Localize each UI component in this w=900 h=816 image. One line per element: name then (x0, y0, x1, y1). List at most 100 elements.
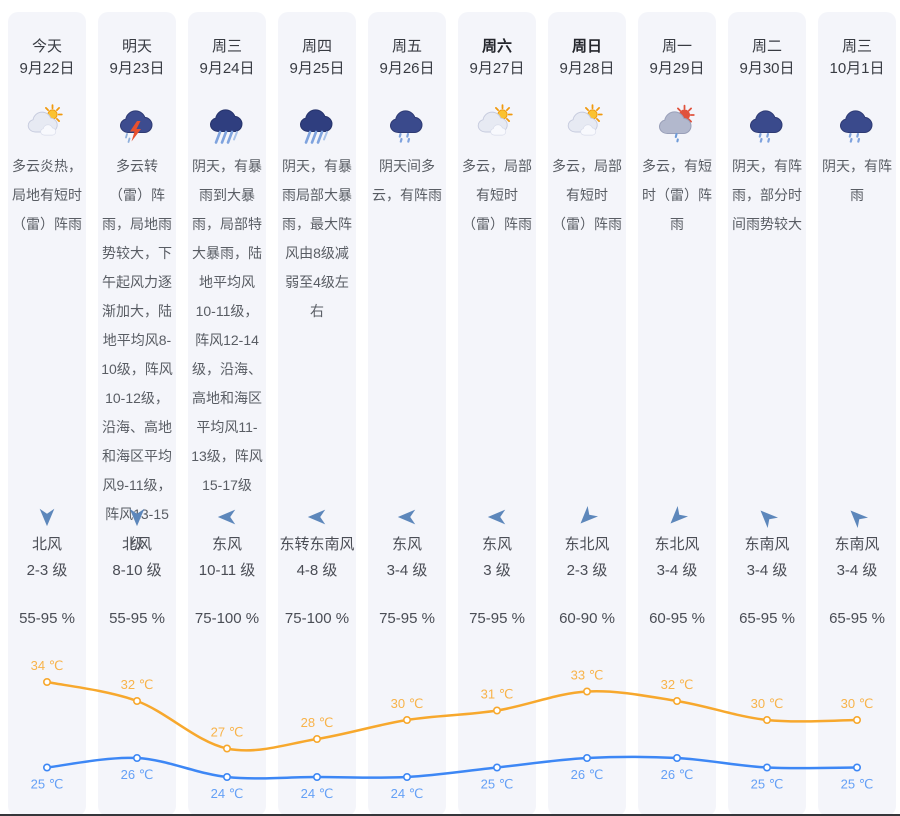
date-label: 9月30日 (739, 60, 795, 77)
wind-block: 东南风 3-4 级 (818, 502, 896, 584)
date-label: 9月26日 (379, 60, 435, 77)
wind-direction: 东南风 (834, 536, 880, 553)
date-label: 9月22日 (19, 60, 75, 77)
date-label: 9月25日 (289, 60, 345, 77)
humidity-range: 65-95 % (829, 610, 885, 627)
wind-direction-arrow-icon (458, 502, 536, 532)
wind-direction: 东南风 (744, 536, 790, 553)
weather-description: 阴天间多云，有阵雨 (372, 158, 442, 203)
wind-direction-arrow-icon (98, 502, 176, 532)
weather-icon-shower (818, 102, 896, 146)
wind-direction-arrow-icon (818, 502, 896, 532)
humidity-range: 75-100 % (194, 610, 260, 627)
wind-direction: 东北风 (564, 536, 610, 553)
humidity-range: 60-90 % (559, 610, 615, 627)
forecast-day-column[interactable]: 周四 9月25日 阴天，有暴雨局部大暴雨，最大阵风由8级减弱至4级左右 东转东南… (278, 12, 356, 816)
humidity-range: 55-95 % (109, 610, 165, 627)
weather-icon-partly-cloudy (458, 102, 536, 146)
weather-description: 多云，有短时（雷）阵雨 (642, 158, 712, 232)
wind-direction-arrow-icon (188, 502, 266, 532)
weather-description: 多云，局部有短时（雷）阵雨 (552, 158, 622, 232)
weather-description: 阴天，有暴雨到大暴雨，局部特大暴雨，陆地平均风10-11级，阵风12-14级，沿… (191, 158, 263, 493)
weekday-label: 周一 (661, 38, 692, 55)
wind-block: 东风 3-4 级 (368, 502, 446, 584)
forecast-day-column[interactable]: 周二 9月30日 阴天，有阵雨，部分时间雨势较大 东南风 3-4 级 65-95… (728, 12, 806, 816)
humidity-range: 55-95 % (19, 610, 75, 627)
weather-icon-heavy-rain (188, 102, 266, 146)
forecast-day-column[interactable]: 周五 9月26日 阴天间多云，有阵雨 东风 3-4 级 75-95 % (368, 12, 446, 816)
forecast-day-column[interactable]: 周六 9月27日 多云，局部有短时（雷）阵雨 东风 3 级 75-95 % (458, 12, 536, 816)
humidity-range: 65-95 % (739, 610, 795, 627)
forecast-day-column[interactable]: 明天 9月23日 多云转（雷）阵雨，局地雨势较大，下午起风力逐渐加大，陆地平均风… (98, 12, 176, 816)
humidity-range: 75-100 % (284, 610, 350, 627)
wind-level: 8-10 级 (112, 562, 162, 579)
wind-level: 2-3 级 (566, 562, 608, 579)
wind-block: 东北风 3-4 级 (638, 502, 716, 584)
weekday-label: 周六 (481, 38, 512, 55)
date-label: 9月24日 (199, 60, 255, 77)
weather-description: 阴天，有阵雨 (822, 158, 892, 203)
date-label: 9月28日 (559, 60, 615, 77)
weather-icon-heavy-rain (278, 102, 356, 146)
date-label: 9月27日 (469, 60, 525, 77)
date-label: 10月1日 (829, 60, 885, 77)
weekday-label: 周二 (751, 38, 782, 55)
wind-level: 3-4 级 (386, 562, 428, 579)
weather-description: 多云转（雷）阵雨，局地雨势较大，下午起风力逐渐加大，陆地平均风8-10级，阵风1… (101, 158, 173, 551)
wind-level: 4-8 级 (296, 562, 338, 579)
weather-description: 阴天，有暴雨局部大暴雨，最大阵风由8级减弱至4级左右 (282, 158, 352, 319)
date-label: 9月23日 (109, 60, 165, 77)
wind-direction-arrow-icon (728, 502, 806, 532)
weather-icon-shower (368, 102, 446, 146)
weather-icon-partly-cloudy (8, 102, 86, 146)
wind-direction-arrow-icon (278, 502, 356, 532)
weekday-label: 周三 (211, 38, 242, 55)
wind-level: 3-4 级 (746, 562, 788, 579)
weekday-label: 明天 (121, 38, 152, 55)
wind-direction: 东风 (211, 536, 242, 553)
forecast-day-column[interactable]: 周三 9月24日 阴天，有暴雨到大暴雨，局部特大暴雨，陆地平均风10-11级，阵… (188, 12, 266, 816)
weekday-label: 周日 (571, 38, 602, 55)
wind-level: 3 级 (483, 562, 511, 579)
weather-icon-sun-shower (638, 102, 716, 146)
weather-description: 阴天，有阵雨，部分时间雨势较大 (732, 158, 802, 232)
weather-description: 多云，局部有短时（雷）阵雨 (462, 158, 532, 232)
wind-block: 东北风 2-3 级 (548, 502, 626, 584)
wind-direction-arrow-icon (368, 502, 446, 532)
wind-block: 北风 8-10 级 (98, 502, 176, 584)
bottom-edge-divider (0, 814, 900, 816)
wind-direction: 东北风 (654, 536, 700, 553)
wind-direction: 东风 (391, 536, 422, 553)
wind-level: 10-11 级 (198, 562, 256, 579)
wind-block: 东风 3 级 (458, 502, 536, 584)
weekday-label: 周五 (391, 38, 422, 55)
date-label: 9月29日 (649, 60, 705, 77)
forecast-day-column[interactable]: 今天 9月22日 多云炎热，局地有短时（雷）阵雨 北风 2-3 级 55-95 … (8, 12, 86, 816)
weekday-label: 今天 (31, 38, 62, 55)
weekday-label: 周四 (301, 38, 332, 55)
weather-icon-partly-cloudy (548, 102, 626, 146)
wind-direction-arrow-icon (548, 502, 626, 532)
wind-level: 2-3 级 (26, 562, 68, 579)
wind-direction: 北风 (121, 536, 152, 553)
humidity-range: 60-95 % (649, 610, 705, 627)
wind-block: 东转东南风 4-8 级 (278, 502, 356, 584)
weather-icon-shower (728, 102, 806, 146)
wind-direction-arrow-icon (638, 502, 716, 532)
humidity-range: 75-95 % (469, 610, 525, 627)
humidity-range: 75-95 % (379, 610, 435, 627)
forecast-day-column[interactable]: 周三 10月1日 阴天，有阵雨 东南风 3-4 级 65-95 % (818, 12, 896, 816)
wind-block: 东风 10-11 级 (188, 502, 266, 584)
wind-block: 北风 2-3 级 (8, 502, 86, 584)
forecast-day-column[interactable]: 周一 9月29日 多云，有短时（雷）阵雨 东北风 3-4 级 60-95 % (638, 12, 716, 816)
wind-level: 3-4 级 (656, 562, 698, 579)
wind-direction: 东转东南风 (279, 536, 355, 553)
wind-level: 3-4 级 (836, 562, 878, 579)
wind-direction: 东风 (481, 536, 512, 553)
weather-description: 多云炎热，局地有短时（雷）阵雨 (12, 158, 82, 232)
wind-direction-arrow-icon (8, 502, 86, 532)
weather-icon-thunderstorm (98, 102, 176, 146)
forecast-day-column[interactable]: 周日 9月28日 多云，局部有短时（雷）阵雨 东北风 2-3 级 60-90 % (548, 12, 626, 816)
weekday-label: 周三 (841, 38, 872, 55)
wind-direction: 北风 (31, 536, 62, 553)
